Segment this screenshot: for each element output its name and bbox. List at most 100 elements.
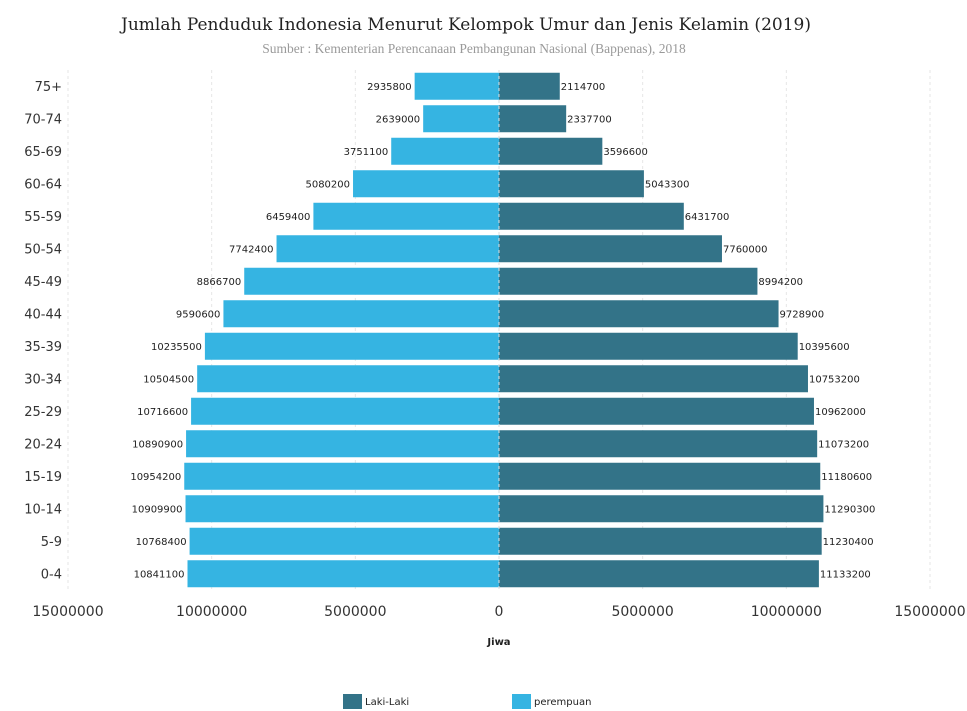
value-label-laki-laki: 11230400 — [823, 537, 874, 548]
category-label: 30-34 — [24, 372, 62, 387]
bar-perempuan — [244, 267, 499, 295]
x-tick-label: 10000000 — [176, 604, 247, 620]
value-label-perempuan: 6459400 — [266, 212, 311, 223]
bars — [184, 72, 824, 588]
legend[interactable]: Laki-Laki perempuan — [343, 694, 591, 709]
category-label: 25-29 — [24, 405, 62, 420]
bar-laki-laki — [499, 462, 821, 490]
value-label-laki-laki: 11073200 — [818, 439, 869, 450]
category-labels: 75+ 70-74 65-69 60-64 55-59 50-54 45-49 40-44 35… — [24, 80, 62, 583]
value-label-laki-laki: 2114700 — [561, 82, 606, 93]
bar-perempuan — [184, 462, 499, 490]
category-label: 40-44 — [24, 307, 62, 322]
value-label-laki-laki: 7760000 — [723, 244, 768, 255]
category-label: 45-49 — [24, 275, 62, 290]
bar-perempuan — [391, 137, 499, 165]
bar-laki-laki — [499, 235, 722, 263]
value-label-perempuan: 10716600 — [137, 407, 188, 418]
category-label: 50-54 — [24, 242, 62, 257]
value-label-laki-laki: 3596600 — [603, 147, 648, 158]
category-label: 55-59 — [24, 210, 62, 225]
category-label: 0-4 — [41, 567, 62, 582]
value-label-perempuan: 10235500 — [151, 342, 202, 353]
bar-laki-laki — [499, 495, 824, 523]
bar-laki-laki — [499, 527, 822, 555]
x-tick-labels: 15000000 10000000 5000000 0 5000000 10000000 1… — [32, 604, 965, 620]
bar-laki-laki — [499, 202, 684, 230]
category-label: 75+ — [35, 80, 62, 95]
bar-perempuan — [223, 300, 499, 328]
legend-label: Laki-Laki — [365, 697, 409, 708]
legend-item[interactable]: Laki-Laki — [343, 694, 409, 709]
legend-swatch — [343, 694, 362, 709]
bar-laki-laki — [499, 170, 644, 198]
value-label-laki-laki: 9728900 — [780, 309, 825, 320]
value-label-perempuan: 3751100 — [344, 147, 389, 158]
x-axis-label: Jiwa — [486, 637, 510, 648]
bar-laki-laki — [499, 300, 779, 328]
category-label: 35-39 — [24, 340, 62, 355]
value-label-laki-laki: 11180600 — [821, 472, 872, 483]
category-label: 5-9 — [41, 535, 62, 550]
bar-perempuan — [187, 560, 499, 588]
value-label-perempuan: 10909900 — [132, 504, 183, 515]
bar-perempuan — [204, 332, 499, 360]
value-label-perempuan: 2639000 — [376, 114, 421, 125]
category-label: 70-74 — [24, 112, 62, 127]
value-label-perempuan: 9590600 — [176, 309, 221, 320]
value-label-perempuan: 7742400 — [229, 244, 274, 255]
value-label-laki-laki: 5043300 — [645, 179, 690, 190]
value-label-perempuan: 2935800 — [367, 82, 412, 93]
value-labels: 2114700 2935800 2337700 2639000 3596600 37511… — [130, 82, 875, 581]
x-tick-label: 5000000 — [611, 604, 673, 620]
bar-laki-laki — [499, 560, 819, 588]
bar-perempuan — [186, 430, 499, 458]
bar-laki-laki — [499, 332, 798, 360]
value-label-perempuan: 5080200 — [305, 179, 350, 190]
grid-lines — [67, 70, 931, 590]
bar-perempuan — [185, 495, 499, 523]
value-label-laki-laki: 10962000 — [815, 407, 866, 418]
category-label: 10-14 — [24, 502, 62, 517]
value-label-laki-laki: 11290300 — [824, 504, 875, 515]
value-label-perempuan: 10504500 — [143, 374, 194, 385]
bar-laki-laki — [499, 72, 560, 100]
bar-laki-laki — [499, 430, 818, 458]
category-label: 60-64 — [24, 177, 62, 192]
x-tick-label: 15000000 — [894, 604, 965, 620]
legend-item[interactable]: perempuan — [512, 694, 591, 709]
value-label-perempuan: 8866700 — [197, 277, 242, 288]
bar-perempuan — [276, 235, 499, 263]
bar-perempuan — [423, 105, 499, 133]
bar-perempuan — [313, 202, 499, 230]
x-tick-label: 5000000 — [324, 604, 386, 620]
bar-perempuan — [189, 527, 500, 555]
bar-perempuan — [353, 170, 499, 198]
x-tick-label: 10000000 — [751, 604, 822, 620]
legend-label: perempuan — [534, 697, 591, 708]
category-label: 65-69 — [24, 145, 62, 160]
chart-subtitle: Sumber : Kementerian Perencanaan Pembang… — [262, 41, 686, 56]
value-label-laki-laki: 10395600 — [799, 342, 850, 353]
value-label-perempuan: 10890900 — [132, 439, 183, 450]
x-tick-label: 15000000 — [32, 604, 103, 620]
bar-laki-laki — [499, 365, 808, 393]
legend-swatch — [512, 694, 531, 709]
x-tick-label: 0 — [495, 604, 504, 620]
bar-laki-laki — [499, 397, 814, 425]
bar-perempuan — [197, 365, 499, 393]
category-label: 20-24 — [24, 437, 62, 452]
chart-title: Jumlah Penduduk Indonesia Menurut Kelomp… — [119, 15, 811, 35]
category-label: 15-19 — [24, 470, 62, 485]
value-label-laki-laki: 2337700 — [567, 114, 612, 125]
bar-laki-laki — [499, 105, 567, 133]
bar-laki-laki — [499, 267, 758, 295]
value-label-laki-laki: 8994200 — [758, 277, 803, 288]
bar-perempuan — [191, 397, 499, 425]
value-label-laki-laki: 6431700 — [685, 212, 730, 223]
value-label-perempuan: 10768400 — [136, 537, 187, 548]
value-label-perempuan: 10954200 — [130, 472, 181, 483]
bar-perempuan — [414, 72, 499, 100]
value-label-laki-laki: 11133200 — [820, 569, 871, 580]
